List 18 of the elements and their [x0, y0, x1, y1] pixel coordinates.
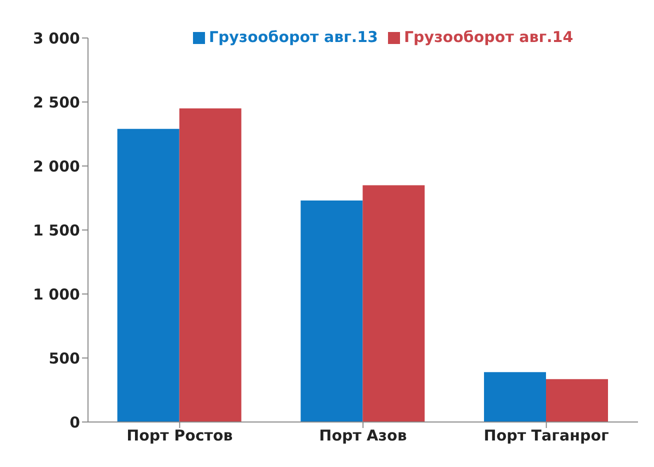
x-tick-label: Порт Таганрог — [484, 426, 610, 445]
bar — [117, 128, 180, 422]
y-tick-label: 0 — [70, 413, 80, 432]
y-tick-label: 1 000 — [33, 285, 80, 304]
y-tick-label: 1 500 — [33, 221, 80, 240]
x-tick-label: Порт Азов — [319, 426, 407, 445]
bar — [300, 200, 363, 422]
legend-label: Грузооборот авг.14 — [404, 28, 574, 46]
y-tick-label: 2 500 — [33, 93, 80, 112]
bar — [362, 185, 425, 422]
y-tick-label: 3 000 — [33, 29, 80, 48]
y-tick-label: 500 — [48, 349, 80, 368]
legend-label: Грузооборот авг.13 — [208, 28, 378, 46]
bar — [546, 379, 608, 422]
bar — [179, 108, 242, 422]
bar — [484, 372, 546, 422]
x-tick-label: Порт Ростов — [126, 426, 233, 445]
y-tick-label: 2 000 — [33, 157, 80, 176]
